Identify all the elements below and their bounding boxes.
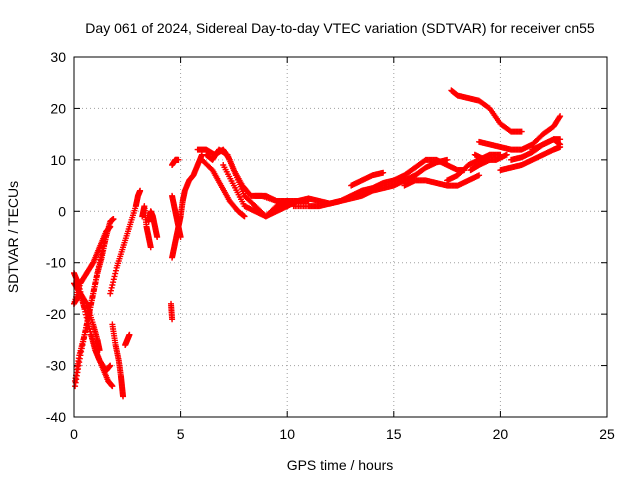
series-arc-12 xyxy=(168,300,176,323)
series-arc-30 xyxy=(476,113,564,153)
data-point xyxy=(518,128,525,135)
series-arc-25 xyxy=(401,172,483,189)
plot-frame xyxy=(73,56,608,418)
series-arc-24 xyxy=(348,169,387,189)
data-point xyxy=(126,331,133,338)
y-tick-label: -10 xyxy=(46,255,66,271)
series-arc-10 xyxy=(139,203,154,251)
data-point xyxy=(87,328,94,335)
series-arc-8 xyxy=(109,321,127,400)
data-point xyxy=(137,187,144,194)
x-axis-label: GPS time / hours xyxy=(287,457,394,473)
data-point xyxy=(110,276,117,283)
data-point xyxy=(85,320,92,327)
series-arc-11 xyxy=(145,208,161,240)
data-point xyxy=(83,314,90,321)
series-arc-6 xyxy=(71,280,116,390)
series-arc-17 xyxy=(198,156,248,220)
data-point xyxy=(557,141,564,148)
chart-title: Day 061 of 2024, Sidereal Day-to-day VTE… xyxy=(85,20,595,36)
y-axis-label: SDTVAR / TECUs xyxy=(5,181,21,293)
x-tick-label: 25 xyxy=(599,426,615,442)
series-arc-14 xyxy=(169,156,182,168)
data-point xyxy=(82,308,89,315)
y-tick-label: -40 xyxy=(46,409,66,425)
x-tick-label: 5 xyxy=(177,426,185,442)
data-point xyxy=(110,279,117,286)
data-point xyxy=(81,306,88,312)
data-point xyxy=(486,156,493,163)
series-arc-31 xyxy=(497,144,564,174)
data-point xyxy=(109,383,116,390)
data-point xyxy=(147,244,154,251)
y-tick-label: 30 xyxy=(50,49,66,65)
data-point xyxy=(108,284,115,291)
data-point xyxy=(76,289,83,296)
series-arc-33 xyxy=(529,136,564,153)
x-tick-label: 15 xyxy=(386,426,402,442)
series-arc-15 xyxy=(169,192,184,240)
y-tick-label: -30 xyxy=(46,358,66,374)
data-point xyxy=(241,213,248,220)
data-point xyxy=(111,273,118,280)
data-point xyxy=(380,169,387,176)
data-point xyxy=(107,287,114,294)
y-tick-label: 20 xyxy=(50,100,66,116)
data-point xyxy=(86,326,93,332)
data-point xyxy=(476,172,483,179)
y-tick-label: 0 xyxy=(58,203,66,219)
series-arc-27 xyxy=(448,87,525,135)
data-point xyxy=(110,216,117,222)
axis-ticks: 0 5 10 15 20 25 -40 -30 -20 -10 0 10 20 30 xyxy=(46,49,615,442)
data-point xyxy=(102,234,109,240)
data-point xyxy=(154,234,161,240)
data-point xyxy=(503,151,510,158)
data-point xyxy=(444,156,451,163)
data-point xyxy=(557,113,564,120)
x-tick-label: 20 xyxy=(493,426,509,442)
x-tick-label: 0 xyxy=(70,426,78,442)
data-points xyxy=(71,87,564,400)
data-point xyxy=(169,316,176,323)
y-tick-label: 10 xyxy=(50,152,66,168)
data-point xyxy=(177,234,184,240)
data-point xyxy=(112,270,119,277)
data-point xyxy=(109,282,116,288)
data-point xyxy=(83,311,90,318)
series-arc-29 xyxy=(467,156,493,174)
data-point xyxy=(557,136,564,143)
data-point xyxy=(120,393,127,400)
data-point xyxy=(556,114,563,121)
data-point xyxy=(107,223,114,230)
data-point xyxy=(107,362,114,369)
grid-lines xyxy=(74,57,607,417)
data-point xyxy=(107,290,114,297)
series-arc-7 xyxy=(107,187,144,297)
data-point xyxy=(85,323,92,330)
series-arc-5 xyxy=(72,234,109,384)
x-tick-label: 10 xyxy=(279,426,295,442)
data-point xyxy=(175,156,182,163)
data-point xyxy=(84,317,91,324)
data-point xyxy=(112,267,119,274)
series-arc-9 xyxy=(122,331,133,348)
y-tick-label: -20 xyxy=(46,306,66,322)
